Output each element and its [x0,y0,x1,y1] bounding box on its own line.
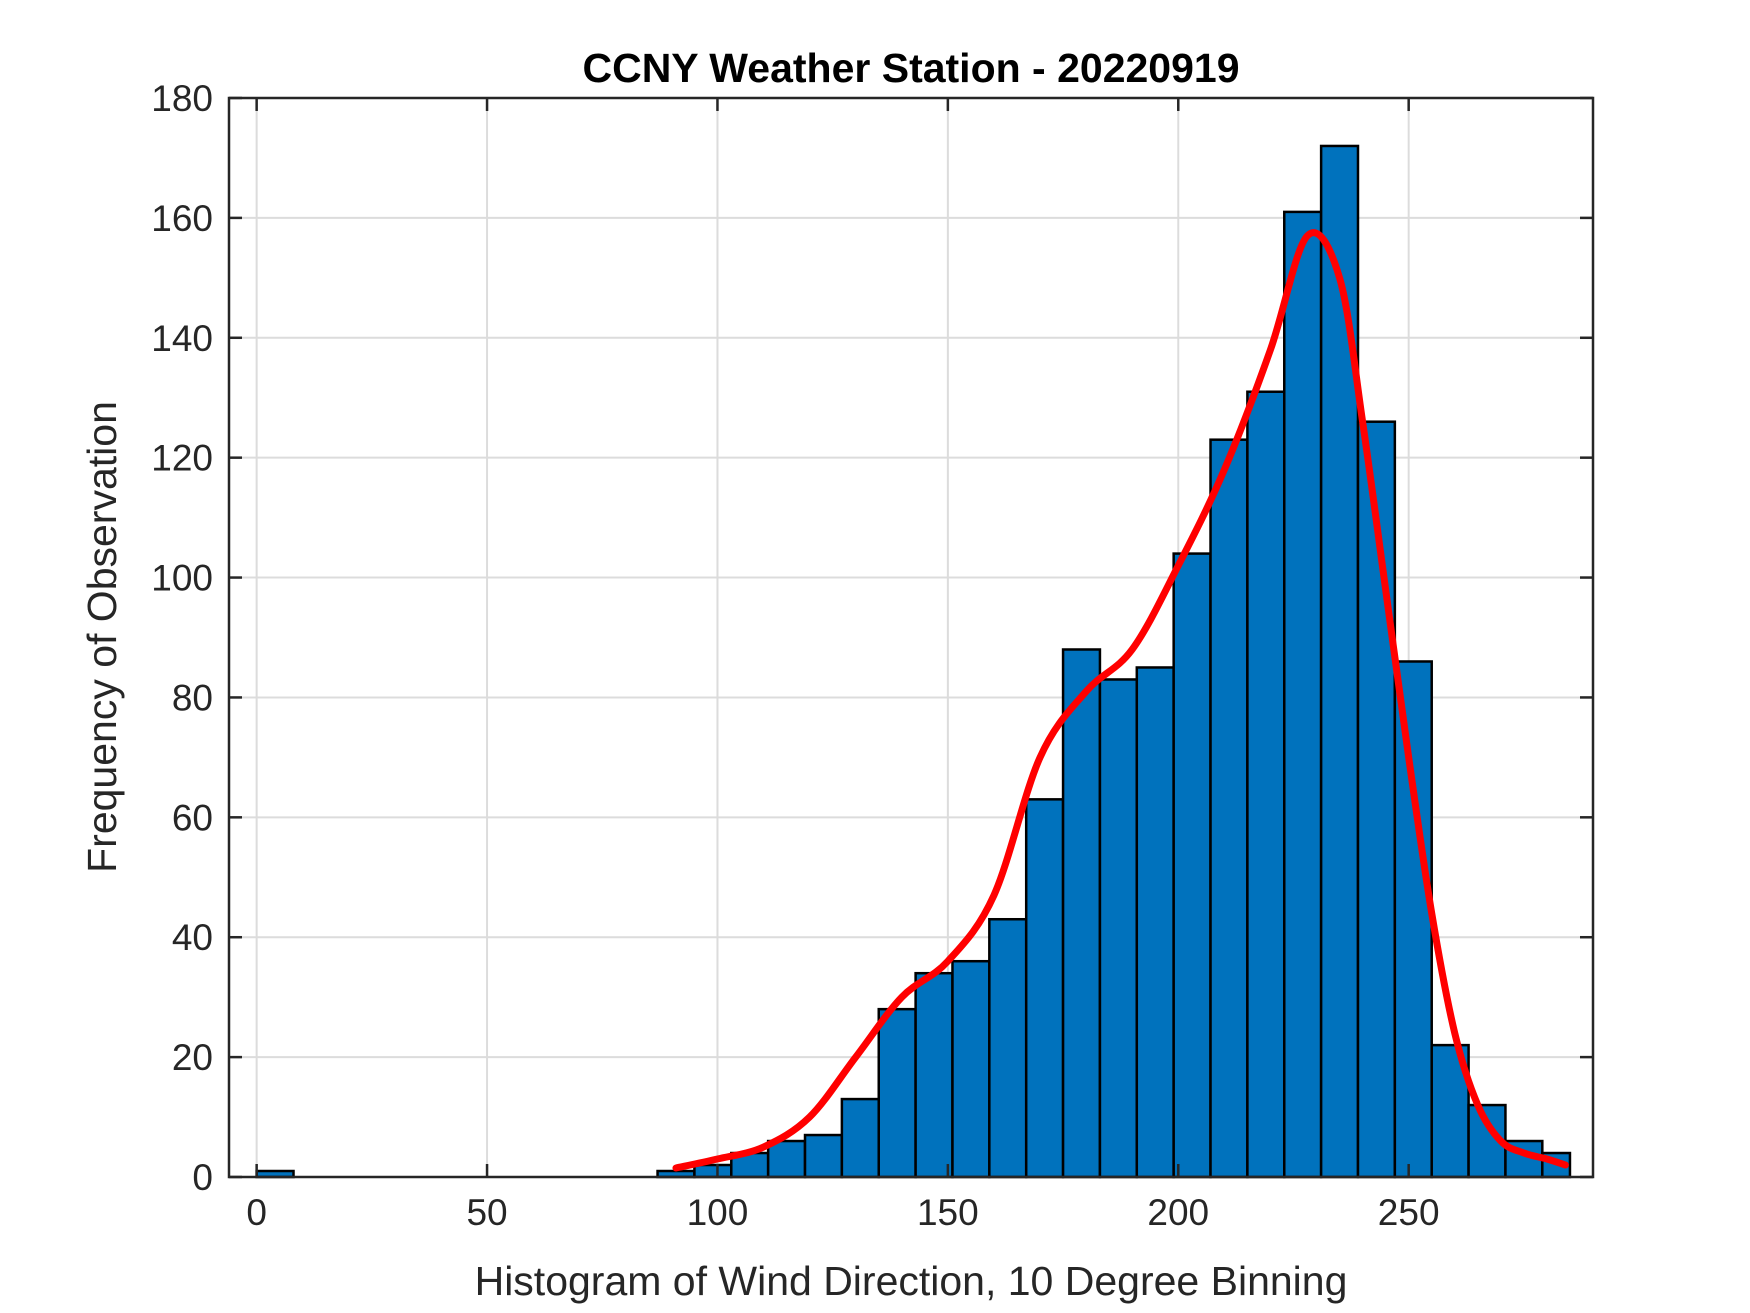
histogram-bar [840,1097,880,1179]
y-tick-label: 100 [151,558,213,599]
y-tick-label: 80 [172,677,213,718]
histogram-bar [988,917,1028,1179]
histogram-bar [766,1139,807,1179]
y-tick-label: 160 [151,198,213,239]
y-tick-labels: 0 20 40 60 80 100 120 140 160 180 [151,78,213,1198]
histogram-bar [1209,438,1249,1179]
histogram-bar [1135,666,1175,1179]
y-tick-label: 20 [172,1037,213,1078]
histogram-bar [1172,552,1212,1179]
axis-ticks [229,96,1593,1179]
x-tick-label: 0 [246,1192,267,1233]
chart-title: CCNY Weather Station - 20220919 [582,45,1239,91]
y-tick-label: 140 [151,318,213,359]
y-tick-label: 0 [192,1157,213,1198]
histogram-bar [1061,648,1102,1179]
x-tick-label: 200 [1147,1192,1209,1233]
y-tick-label: 120 [151,438,213,479]
histogram-bar [1283,210,1323,1179]
histogram-bar [1319,144,1360,1179]
y-tick-label: 40 [172,917,213,958]
axes-frame [227,96,1595,1179]
histogram-bar [951,959,991,1179]
x-tick-labels: 0 50 100 150 200 250 [246,1192,1439,1233]
y-tick-label: 180 [151,78,213,119]
histogram-bar [693,1163,733,1179]
histogram-bar [1024,798,1065,1179]
x-tick-label: 250 [1378,1192,1440,1233]
x-tick-label: 100 [687,1192,749,1233]
histogram-bar [877,1007,917,1179]
fit-curve-line [672,229,1569,1172]
histogram-bar [1393,660,1433,1179]
histogram-bar [1098,678,1139,1179]
histogram-bar [803,1133,844,1179]
x-tick-label: 150 [917,1192,979,1233]
x-tick-label: 50 [466,1192,507,1233]
histogram-bar [914,971,954,1179]
y-tick-label: 60 [172,797,213,838]
y-axis-label: Frequency of Observation [79,401,125,873]
histogram-bar [1246,390,1286,1179]
x-axis-label: Histogram of Wind Direction, 10 Degree B… [475,1258,1348,1304]
